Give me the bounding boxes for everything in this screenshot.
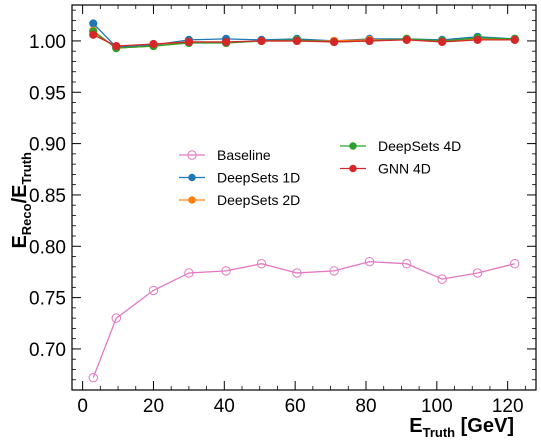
plot-frame (71, 4, 537, 391)
legend-marker (188, 196, 196, 204)
x-tick-label: 20 (143, 396, 164, 417)
data-point (221, 266, 231, 276)
data-point (292, 36, 302, 46)
data-point (364, 256, 375, 267)
x-tick-label: 80 (355, 396, 376, 417)
x-tick-label: 40 (214, 396, 235, 417)
y-axis-title: EReco/ETruth (9, 152, 34, 249)
data-point (88, 372, 98, 383)
legend-label: Baseline (217, 147, 271, 163)
x-tick-label: 60 (285, 396, 306, 417)
data-point (148, 285, 159, 296)
y-axis-title-den-sub: Truth (19, 152, 34, 185)
legend-label: DeepSets 1D (217, 170, 300, 186)
x-tick-label: 100 (421, 396, 453, 417)
data-point (473, 35, 482, 45)
y-tick-label: 0.90 (29, 135, 66, 156)
data-point (330, 37, 339, 47)
legend: Baseline DeepSets 1D DeepSets 2D DeepSets 4… (179, 138, 461, 208)
y-tick-label: 0.75 (29, 289, 66, 310)
y-tick-label: 0.95 (29, 83, 66, 104)
data-point (89, 19, 98, 28)
data-point (510, 35, 519, 45)
y-tick-label: 1.00 (29, 32, 66, 53)
data-point (437, 274, 447, 284)
x-axis-title-unit: [GeV] (455, 415, 514, 437)
y-axis-title-den-main: /E (9, 185, 31, 204)
data-point (89, 30, 98, 39)
data-point (329, 266, 339, 276)
x-axis-title-main: E (409, 415, 422, 437)
data-point (112, 41, 121, 51)
legend-label: DeepSets 4D (378, 138, 461, 154)
legend-label: DeepSets 2D (217, 192, 300, 208)
y-tick-label: 0.70 (29, 340, 66, 361)
x-tick-label: 0 (77, 396, 88, 417)
x-axis-title-sub: Truth (423, 425, 456, 440)
data-point (402, 35, 411, 45)
data-point (510, 259, 520, 269)
data-point (256, 259, 267, 269)
y-axis-title-num-main: E (9, 235, 31, 248)
data-point (149, 39, 158, 49)
data-point (257, 36, 266, 46)
legend-label: GNN 4D (378, 161, 431, 177)
x-tick-label: 120 (492, 396, 524, 417)
x-axis-title: ETruth [GeV] (409, 415, 514, 440)
legend-marker (187, 150, 197, 160)
data-point (221, 37, 231, 47)
data-point (472, 268, 483, 278)
data-point (184, 268, 194, 278)
axes: 0 20 40 60 80 100 120 0.70 0.75 0.80 0.85 0.90 0.95 1… (29, 4, 537, 417)
legend-marker (349, 142, 357, 150)
series-line-0 (92, 261, 515, 378)
y-tick-label: 0.80 (29, 237, 66, 258)
legend-marker (349, 164, 357, 173)
data-point (402, 259, 412, 269)
y-axis-title-num-sub: Reco (19, 203, 34, 235)
data-point (365, 36, 374, 46)
legend-marker (188, 173, 196, 182)
data-point (438, 37, 447, 47)
data-point (292, 268, 302, 278)
y-tick-label: 0.85 (29, 186, 66, 207)
plot-area (88, 19, 520, 383)
data-point (111, 313, 121, 323)
data-point (184, 37, 193, 47)
